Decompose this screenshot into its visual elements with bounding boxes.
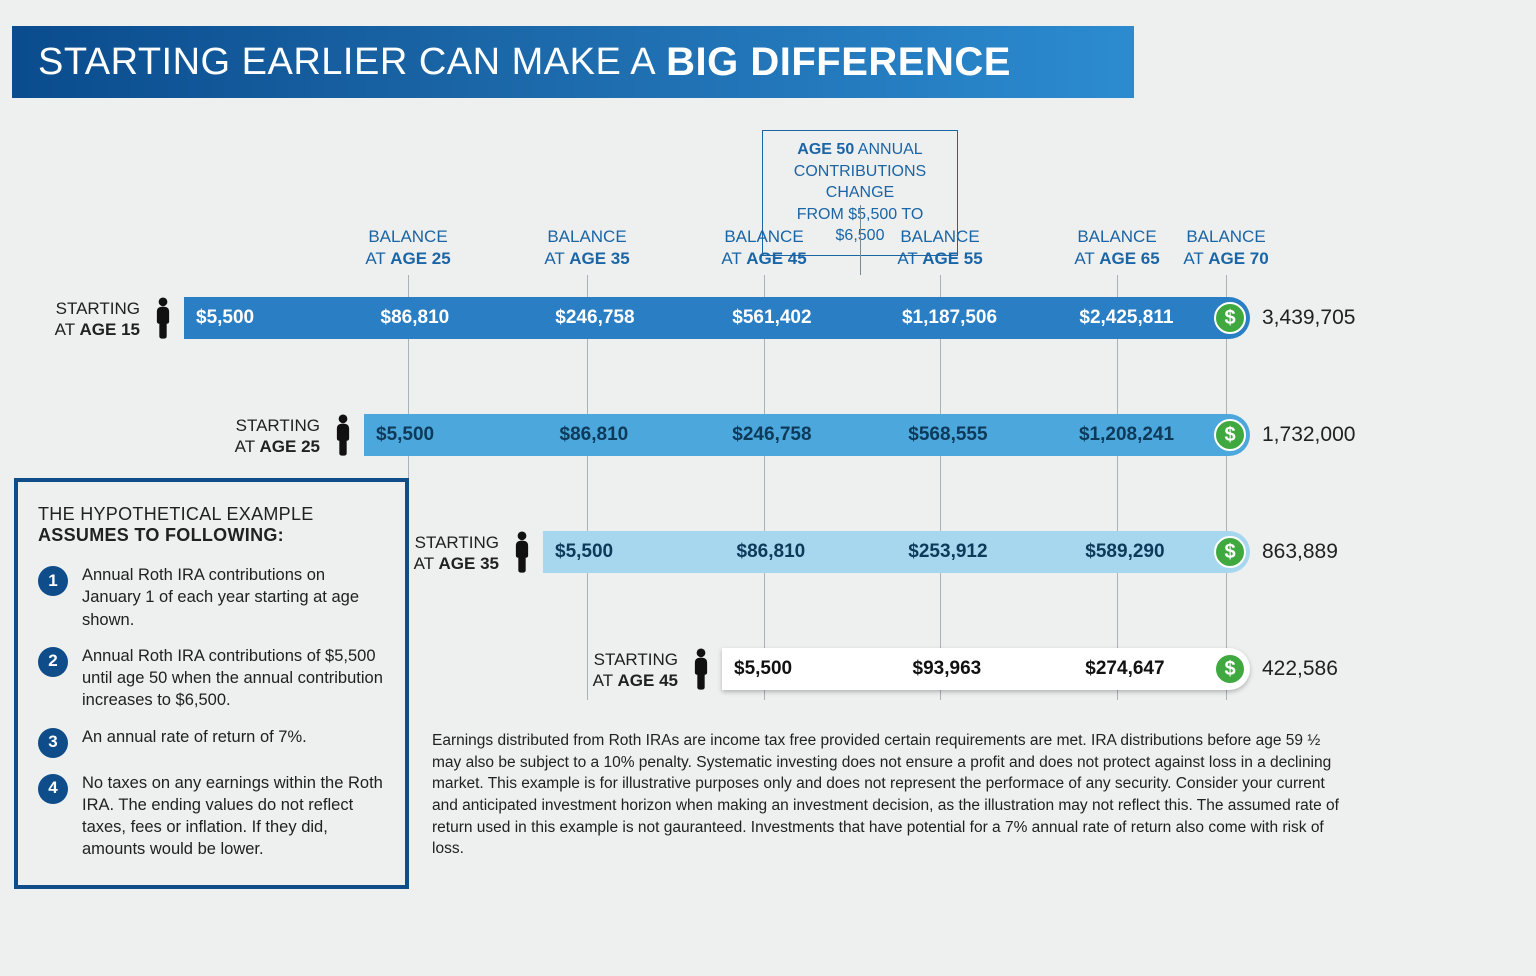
column-header-4: BALANCEAT AGE 65 bbox=[1057, 226, 1177, 270]
dollar-icon: $ bbox=[1214, 419, 1246, 451]
bar-value: $568,555 bbox=[908, 424, 987, 446]
bar-value: $86,810 bbox=[381, 307, 450, 329]
bar-value: $86,810 bbox=[737, 541, 806, 563]
balance-bar-start-35: $5,500 $86,810 $253,912 $589,290 $ bbox=[543, 531, 1250, 573]
bar-value: $561,402 bbox=[732, 307, 811, 329]
assumption-item: 3 An annual rate of return of 7%. bbox=[38, 726, 385, 758]
bar-value: $246,758 bbox=[555, 307, 634, 329]
balance-bar-start-15: $5,500 $86,810 $246,758 $561,402 $1,187,506 $… bbox=[184, 297, 1250, 339]
assumption-item: 1 Annual Roth IRA contributions on Januar… bbox=[38, 564, 385, 631]
final-balance: 422,586 bbox=[1262, 657, 1338, 681]
assumption-text: Annual Roth IRA contributions of $5,500 … bbox=[82, 645, 385, 712]
assumptions-heading-1: THE HYPOTHETICAL EXAMPLE bbox=[38, 504, 385, 525]
row-label-age-15: STARTINGAT AGE 15 bbox=[30, 298, 140, 341]
bar-value: $5,500 bbox=[734, 658, 792, 680]
person-icon bbox=[690, 648, 712, 690]
number-badge: 4 bbox=[38, 774, 68, 804]
column-header-3: BALANCEAT AGE 55 bbox=[880, 226, 1000, 270]
title-banner: STARTING EARLIER CAN MAKE A BIG DIFFEREN… bbox=[12, 26, 1134, 98]
bar-value: $589,290 bbox=[1085, 541, 1164, 563]
dollar-icon: $ bbox=[1214, 302, 1246, 334]
balance-bar-start-45: $5,500 $93,963 $274,647 $ bbox=[722, 648, 1250, 690]
number-badge: 1 bbox=[38, 566, 68, 596]
final-balance: 3,439,705 bbox=[1262, 306, 1355, 330]
column-header-1: BALANCEAT AGE 35 bbox=[527, 226, 647, 270]
assumptions-box: THE HYPOTHETICAL EXAMPLE ASSUMES TO FOLL… bbox=[14, 478, 409, 889]
bar-value: $253,912 bbox=[908, 541, 987, 563]
title-thin: STARTING EARLIER CAN MAKE A bbox=[38, 41, 656, 84]
bar-value: $1,187,506 bbox=[902, 307, 997, 329]
column-header-2: BALANCEAT AGE 45 bbox=[704, 226, 824, 270]
title-bold: BIG DIFFERENCE bbox=[666, 40, 1011, 85]
bar-value: $5,500 bbox=[196, 307, 254, 329]
assumption-item: 4 No taxes on any earnings within the Rot… bbox=[38, 772, 385, 861]
assumptions-heading-2: ASSUMES TO FOLLOWING: bbox=[38, 525, 385, 546]
assumption-text: Annual Roth IRA contributions on January… bbox=[82, 564, 385, 631]
bar-value: $274,647 bbox=[1085, 658, 1164, 680]
bar-value: $1,208,241 bbox=[1079, 424, 1174, 446]
disclaimer-text: Earnings distributed from Roth IRAs are … bbox=[432, 730, 1352, 860]
assumption-item: 2 Annual Roth IRA contributions of $5,500… bbox=[38, 645, 385, 712]
column-header-0: BALANCEAT AGE 25 bbox=[348, 226, 468, 270]
balance-bar-start-25: $5,500 $86,810 $246,758 $568,555 $1,208,241 $ bbox=[364, 414, 1250, 456]
dollar-icon: $ bbox=[1214, 536, 1246, 568]
number-badge: 3 bbox=[38, 728, 68, 758]
final-balance: 863,889 bbox=[1262, 540, 1338, 564]
bar-value: $5,500 bbox=[376, 424, 434, 446]
bar-value: $5,500 bbox=[555, 541, 613, 563]
number-badge: 2 bbox=[38, 647, 68, 677]
bar-value: $246,758 bbox=[732, 424, 811, 446]
bar-value: $93,963 bbox=[913, 658, 982, 680]
bar-value: $2,425,811 bbox=[1079, 307, 1173, 329]
assumption-text: An annual rate of return of 7%. bbox=[82, 726, 307, 758]
bar-value: $86,810 bbox=[560, 424, 629, 446]
dollar-icon: $ bbox=[1214, 653, 1246, 685]
row-label-age-25: STARTINGAT AGE 25 bbox=[210, 415, 320, 458]
callout-connector-line bbox=[860, 205, 861, 275]
person-icon bbox=[152, 297, 174, 339]
column-header-5: BALANCEAT AGE 70 bbox=[1166, 226, 1286, 270]
row-label-age-45: STARTINGAT AGE 45 bbox=[568, 649, 678, 692]
person-icon bbox=[511, 531, 533, 573]
assumption-text: No taxes on any earnings within the Roth… bbox=[82, 772, 385, 861]
assumptions-list: 1 Annual Roth IRA contributions on Januar… bbox=[38, 564, 385, 861]
final-balance: 1,732,000 bbox=[1262, 423, 1355, 447]
person-icon bbox=[332, 414, 354, 456]
